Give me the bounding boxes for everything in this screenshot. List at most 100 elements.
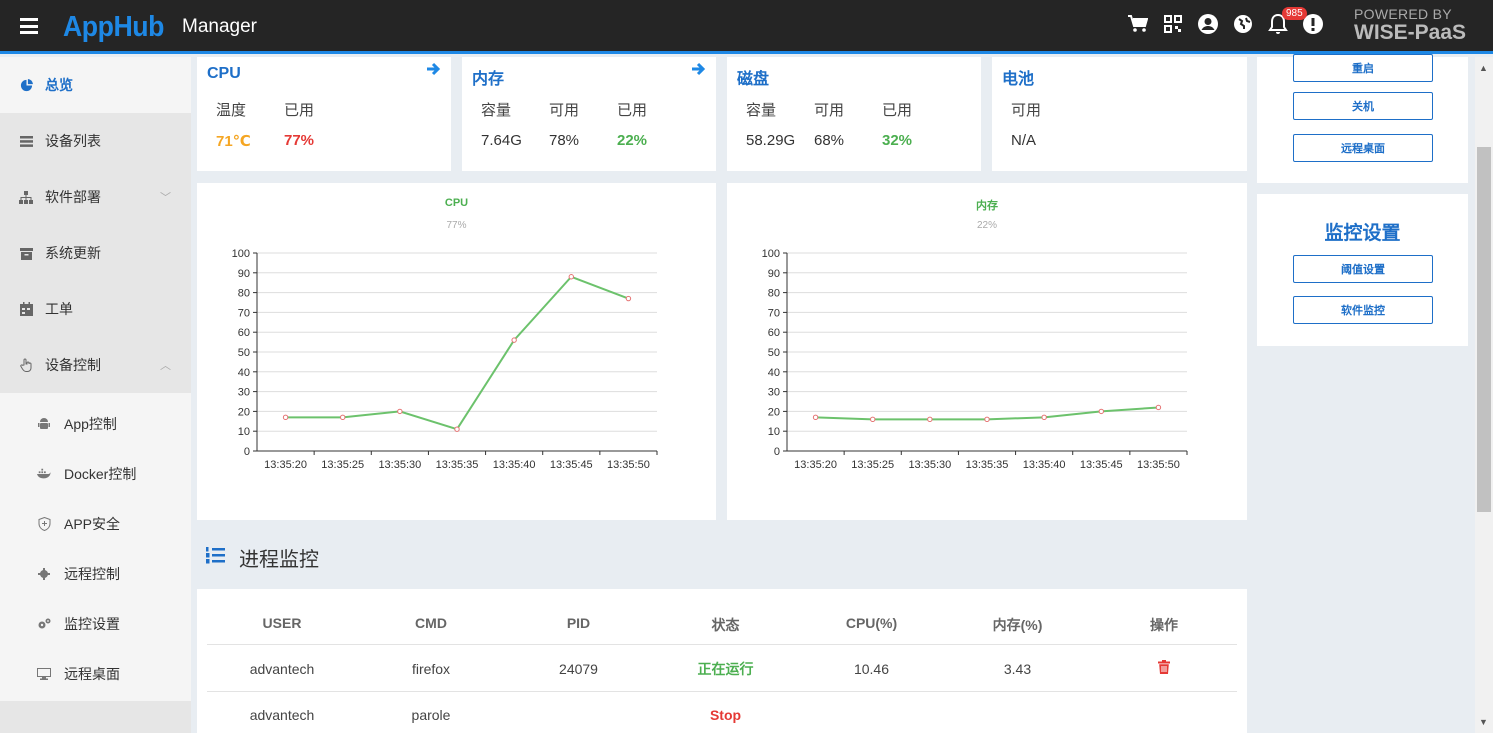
arrow-right-icon[interactable] [425, 61, 441, 82]
data-point [870, 416, 876, 423]
data-point [984, 416, 990, 423]
menu-icon[interactable] [20, 18, 38, 34]
sidebar-item-device-list[interactable]: 设备列表 [0, 113, 191, 169]
disk-available-value: 68% [814, 132, 845, 149]
data-point [282, 414, 289, 421]
process-table: USER CMD PID 状态 CPU(%) 内存(%) 操作 advantec… [197, 589, 1247, 733]
chevron-up-icon[interactable]: ︿ [160, 360, 171, 372]
sidebar-subitem-remote-control[interactable]: 远程控制 [0, 549, 191, 599]
sidebar-subitem-monitor-settings[interactable]: 监控设置 [0, 599, 191, 649]
y-tick-label: 40 [768, 367, 780, 379]
device-actions-card: 重启 关机 远程桌面 [1257, 54, 1468, 183]
x-tick-label: 13:35:20 [794, 459, 837, 471]
remote-desktop-button[interactable]: 远程桌面 [1293, 134, 1433, 162]
x-tick-label: 13:35:25 [851, 459, 894, 471]
table-row: advantech parole Stop [207, 692, 1237, 733]
memory-used-value: 22% [617, 132, 648, 149]
x-tick-label: 13:35:45 [1080, 459, 1123, 471]
process-monitor-header: 进程监控 [205, 543, 319, 572]
chevron-down-icon[interactable]: ﹀ [160, 192, 171, 204]
qr-code-icon[interactable] [1161, 12, 1185, 36]
y-tick-label: 40 [238, 367, 250, 379]
shutdown-button[interactable]: 关机 [1293, 92, 1433, 120]
y-tick-label: 60 [238, 327, 250, 339]
arrow-right-icon[interactable] [690, 61, 706, 82]
shield-icon [37, 517, 51, 531]
trash-icon[interactable] [1158, 660, 1170, 677]
y-tick-label: 10 [768, 426, 780, 438]
globe-icon[interactable] [1231, 12, 1255, 36]
y-tick-label: 100 [232, 248, 250, 260]
column-header-user[interactable]: USER [262, 615, 302, 631]
sidebar-item-label: 设备列表 [45, 133, 101, 149]
sidebar-subitem-remote-desktop[interactable]: 远程桌面 [0, 649, 191, 699]
app-name: Manager [182, 16, 257, 37]
cpu-card-title: CPU [207, 65, 241, 82]
memory-used-label: 已用 [617, 102, 648, 119]
column-header-cpu[interactable]: CPU(%) [845, 615, 898, 631]
data-point [397, 408, 403, 415]
data-point [568, 274, 574, 280]
cpu-used-value: 77% [284, 132, 315, 149]
sidebar-item-system-update[interactable]: 系统更新 [0, 225, 191, 281]
archive-icon [19, 246, 33, 260]
gears-icon [37, 617, 51, 631]
cell-memory: 3.43 [1003, 660, 1032, 677]
battery-stat-card: 电池 可用 N/A [992, 57, 1247, 171]
disk-used-value: 32% [882, 132, 913, 149]
data-point [1155, 404, 1162, 411]
y-tick-label: 50 [768, 347, 780, 359]
column-header-pid[interactable]: PID [566, 615, 591, 631]
software-monitor-button[interactable]: 软件监控 [1293, 296, 1433, 324]
y-tick-label: 70 [238, 307, 250, 319]
notification-badge: 985 [1282, 7, 1307, 20]
x-tick-label: 13:35:30 [378, 459, 421, 471]
sidebar-item-software-deploy[interactable]: 软件部署 ﹀ [0, 169, 191, 225]
brand-logo[interactable]: AppHub [63, 11, 164, 43]
sidebar-subitem-label: App控制 [64, 416, 117, 432]
sidebar-subitem-docker-control[interactable]: Docker控制 [0, 449, 191, 499]
data-point [927, 416, 933, 423]
list-ol-icon [205, 545, 225, 570]
sidebar-subitem-app-control[interactable]: App控制 [0, 399, 191, 449]
column-header-status[interactable]: 状态 [711, 617, 740, 633]
y-tick-label: 60 [768, 327, 780, 339]
scroll-down-icon[interactable]: ▼ [1479, 717, 1488, 727]
cpu-chart-subtitle: 77% [446, 220, 467, 231]
cell-user: advantech [249, 660, 315, 677]
monitor-settings-title: 监控设置 [1324, 223, 1401, 244]
sidebar-subitem-app-security[interactable]: APP安全 [0, 499, 191, 549]
sidebar-item-label: 系统更新 [45, 245, 101, 261]
series-line [285, 275, 629, 431]
data-point [511, 337, 517, 343]
column-header-cmd[interactable]: CMD [415, 615, 447, 631]
cell-pid: 24079 [559, 660, 598, 677]
sidebar-item-overview[interactable]: 总览 [0, 57, 191, 113]
column-header-action: 操作 [1150, 617, 1178, 633]
cart-icon[interactable] [1126, 12, 1150, 36]
sidebar-item-work-order[interactable]: 工单 [0, 281, 191, 337]
cell-status: Stop [709, 706, 742, 723]
column-header-memory[interactable]: 内存(%) [992, 617, 1043, 633]
cpu-temp-value: 71℃ [216, 133, 251, 150]
x-tick-label: 13:35:25 [321, 459, 364, 471]
y-tick-label: 70 [768, 307, 780, 319]
bell-icon[interactable] [1266, 12, 1290, 36]
threshold-settings-button[interactable]: 阈值设置 [1293, 255, 1433, 283]
reboot-button[interactable]: 重启 [1293, 54, 1433, 82]
scroll-up-icon[interactable]: ▲ [1479, 63, 1488, 73]
desktop-icon [37, 667, 51, 681]
x-tick-label: 13:35:40 [493, 459, 536, 471]
scroll-thumb[interactable] [1477, 147, 1491, 512]
user-icon[interactable] [1196, 12, 1220, 36]
top-bar: AppHub Manager 985 POWERED BY WISE-PaaS [0, 0, 1493, 54]
y-tick-label: 20 [238, 406, 250, 418]
sidebar-subitem-label: Docker控制 [64, 466, 137, 482]
table-row: advantech firefox 24079 正在运行 10.46 3.43 [207, 646, 1237, 692]
y-tick-label: 30 [238, 387, 250, 399]
y-tick-label: 90 [238, 268, 250, 280]
page-scrollbar[interactable]: ▲ ▼ [1475, 57, 1493, 733]
alert-icon[interactable] [1301, 12, 1325, 36]
data-point [625, 295, 632, 302]
sidebar-item-device-control[interactable]: 设备控制 ︿ [0, 337, 191, 393]
